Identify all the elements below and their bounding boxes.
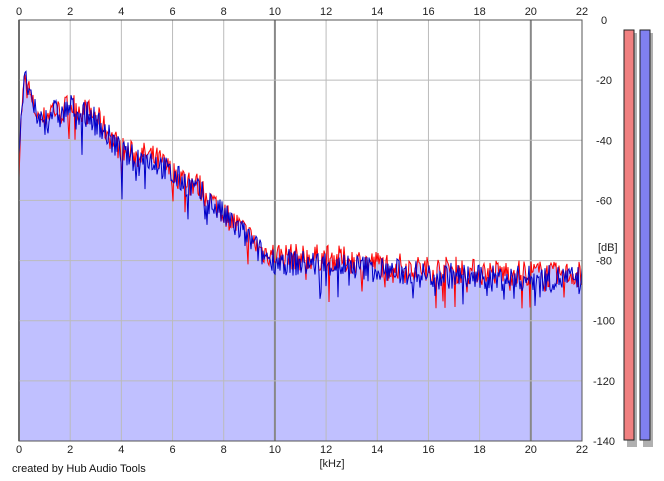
- right-level-meter: [639, 29, 651, 441]
- x-tick-label-bottom-7: 14: [371, 444, 383, 456]
- y-tick-label-5: -100: [593, 316, 615, 328]
- x-tick-label-bottom-4: 8: [221, 444, 227, 456]
- y-tick-label-4: -80: [596, 256, 612, 268]
- x-tick-label-bottom-2: 4: [118, 444, 124, 456]
- x-tick-label-top-0: 0: [16, 6, 22, 18]
- y-tick-label-7: -140: [593, 436, 615, 448]
- x-tick-label-bottom-8: 16: [422, 444, 434, 456]
- x-tick-label-bottom-9: 18: [474, 444, 486, 456]
- x-tick-label-top-8: 16: [422, 6, 434, 18]
- x-tick-label-top-5: 10: [269, 6, 281, 18]
- x-tick-label-bottom-5: 10: [269, 444, 281, 456]
- x-axis-label: [kHz]: [319, 458, 344, 470]
- y-tick-label-3: -60: [596, 195, 612, 207]
- x-tick-label-top-9: 18: [474, 6, 486, 18]
- x-tick-label-bottom-0: 0: [16, 444, 22, 456]
- x-tick-label-bottom-10: 20: [525, 444, 537, 456]
- x-tick-label-top-1: 2: [67, 6, 73, 18]
- x-tick-label-bottom-3: 6: [169, 444, 175, 456]
- plot-frame: [18, 19, 583, 442]
- x-tick-label-top-11: 22: [576, 6, 588, 18]
- x-tick-label-top-4: 8: [221, 6, 227, 18]
- x-tick-label-top-6: 12: [320, 6, 332, 18]
- y-tick-label-2: -40: [596, 135, 612, 147]
- x-tick-label-top-7: 14: [371, 6, 383, 18]
- left-level-meter: [623, 29, 635, 441]
- x-tick-label-top-3: 6: [169, 6, 175, 18]
- x-tick-label-top-10: 20: [525, 6, 537, 18]
- right-channel-line: [18, 70, 583, 306]
- y-tick-label-0: 0: [601, 15, 607, 27]
- x-tick-label-bottom-1: 2: [67, 444, 73, 456]
- y-tick-label-1: -20: [596, 75, 612, 87]
- credit-text: created by Hub Audio Tools: [12, 463, 146, 475]
- x-tick-label-bottom-6: 12: [320, 444, 332, 456]
- y-axis-label: [dB]: [598, 242, 618, 254]
- y-tick-label-6: -120: [593, 376, 615, 388]
- x-tick-label-top-2: 4: [118, 6, 124, 18]
- x-tick-label-bottom-11: 22: [576, 444, 588, 456]
